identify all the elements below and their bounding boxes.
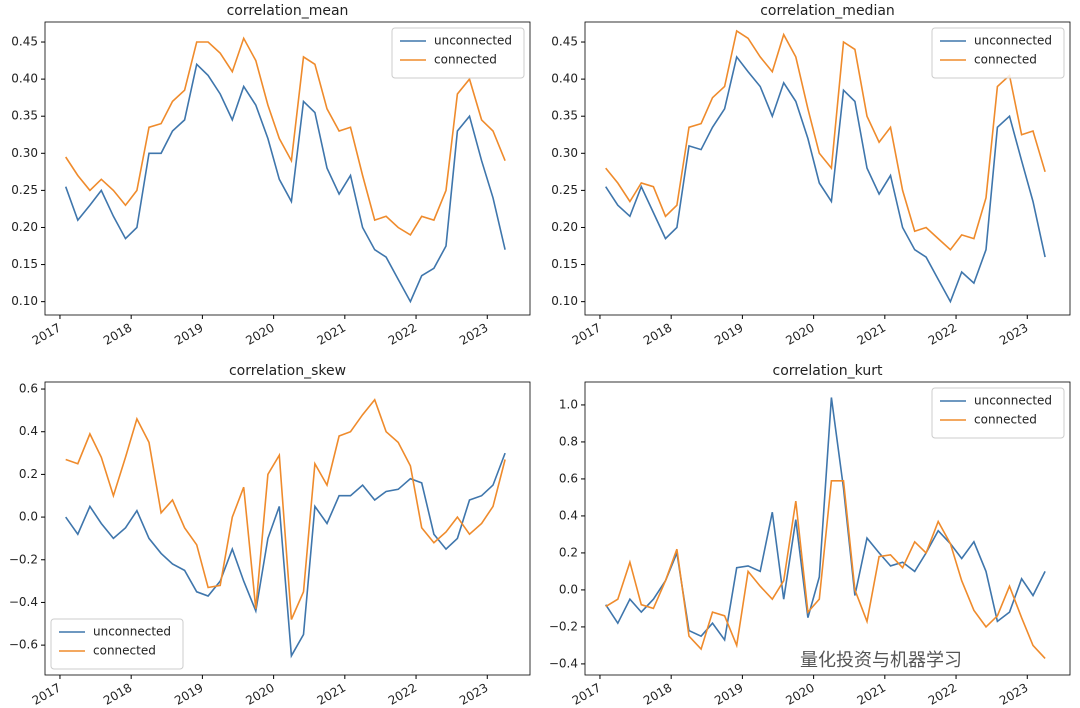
subplot: correlation_skew −0.6 −0.4 −0.2 0.0 0.2 0.4 0.6… [9, 363, 531, 708]
x-tick-label: 2023 [457, 321, 490, 348]
x-tick-label: 2022 [386, 681, 419, 708]
y-tick-label: 0.25 [11, 183, 38, 197]
legend-label: unconnected [93, 625, 171, 639]
y-tick-label: −0.4 [9, 595, 38, 609]
y-tick-label: 0.30 [11, 146, 38, 160]
x-tick-label: 2021 [855, 321, 888, 348]
y-tick-label: 0.40 [551, 72, 578, 86]
x-tick-label: 2017 [570, 681, 603, 708]
y-tick-label: 0.4 [559, 508, 578, 522]
series-line [605, 480, 1046, 659]
x-tick-label: 2019 [712, 321, 745, 348]
y-tick-label: 0.8 [559, 434, 578, 448]
x-tick-label: 2019 [712, 681, 745, 708]
x-tick-label: 2019 [172, 681, 205, 708]
x-tick-label: 2020 [243, 681, 276, 708]
y-tick-label: 0.2 [559, 545, 578, 559]
y-tick-label: 0.15 [11, 257, 38, 271]
y-tick-label: 0.45 [551, 35, 578, 49]
y-tick-label: 0.20 [11, 220, 38, 234]
x-tick-label: 2023 [457, 681, 490, 708]
series-line [64, 62, 506, 304]
y-tick-label: 0.40 [11, 72, 38, 86]
y-tick-label: −0.4 [549, 656, 578, 670]
legend-label: connected [93, 644, 156, 658]
subplot: correlation_median 0.10 0.15 0.20 0.25 0.30 0.… [551, 3, 1071, 348]
x-tick-label: 2019 [172, 321, 205, 348]
subplot-title: correlation_kurt [773, 363, 883, 379]
x-tick-label: 2020 [783, 681, 816, 708]
y-tick-label: −0.6 [9, 638, 38, 652]
axes-frame [584, 21, 1071, 316]
subplot: correlation_kurt −0.4 −0.2 0.0 0.2 0.4 0.6 0.8 1… [549, 363, 1071, 708]
y-tick-label: 0.0 [19, 510, 38, 524]
axes-frame [584, 381, 1071, 676]
x-tick-label: 2023 [997, 321, 1030, 348]
y-tick-label: 0.30 [551, 146, 578, 160]
y-tick-label: 0.0 [559, 582, 578, 596]
subplot: correlation_mean 0.10 0.15 0.20 0.25 0.30 0.35… [11, 3, 531, 348]
subplot-title: correlation_median [760, 3, 895, 19]
y-tick-label: 1.0 [559, 397, 578, 411]
series-line [65, 452, 506, 659]
y-tick-label: 0.35 [11, 109, 38, 123]
axes-frame [44, 21, 531, 316]
y-tick-label: 0.10 [11, 294, 38, 308]
y-tick-label: 0.35 [551, 109, 578, 123]
y-tick-label: 0.6 [19, 382, 38, 396]
x-tick-label: 2021 [315, 681, 348, 708]
y-tick-label: 0.10 [551, 294, 578, 308]
axes-frame [44, 381, 531, 676]
x-tick-label: 2018 [101, 321, 134, 348]
series-line [65, 36, 506, 236]
y-tick-label: 0.20 [551, 220, 578, 234]
subplot-title: correlation_skew [229, 363, 346, 379]
y-tick-label: 0.25 [551, 183, 578, 197]
x-tick-label: 2020 [243, 321, 276, 348]
x-tick-label: 2022 [926, 321, 959, 348]
y-tick-label: 0.4 [19, 424, 38, 438]
x-tick-label: 2021 [855, 681, 888, 708]
x-tick-label: 2022 [386, 321, 419, 348]
y-tick-label: −0.2 [9, 552, 38, 566]
legend-label: connected [434, 53, 497, 67]
watermark: 量化投资与机器学习 [800, 650, 962, 671]
legend-label: connected [974, 53, 1037, 67]
y-tick-label: 0.6 [559, 471, 578, 485]
x-tick-label: 2023 [997, 681, 1030, 708]
x-tick-label: 2018 [641, 321, 674, 348]
x-tick-label: 2022 [926, 681, 959, 708]
x-tick-label: 2021 [315, 321, 348, 348]
y-tick-label: 0.15 [551, 257, 578, 271]
series-line [605, 55, 1046, 304]
x-tick-label: 2018 [101, 681, 134, 708]
x-tick-label: 2017 [30, 681, 63, 708]
legend-label: unconnected [974, 394, 1052, 408]
y-tick-label: 0.45 [11, 35, 38, 49]
legend-label: unconnected [974, 34, 1052, 48]
legend-label: connected [974, 413, 1037, 427]
x-tick-label: 2018 [641, 681, 674, 708]
legend-label: unconnected [434, 34, 512, 48]
x-tick-label: 2017 [570, 321, 603, 348]
series-line [65, 398, 506, 620]
y-tick-label: −0.2 [549, 619, 578, 633]
x-tick-label: 2020 [783, 321, 816, 348]
series-line [605, 29, 1046, 251]
subplot-title: correlation_mean [227, 3, 349, 19]
y-tick-label: 0.2 [19, 467, 38, 481]
x-tick-label: 2017 [30, 321, 63, 348]
